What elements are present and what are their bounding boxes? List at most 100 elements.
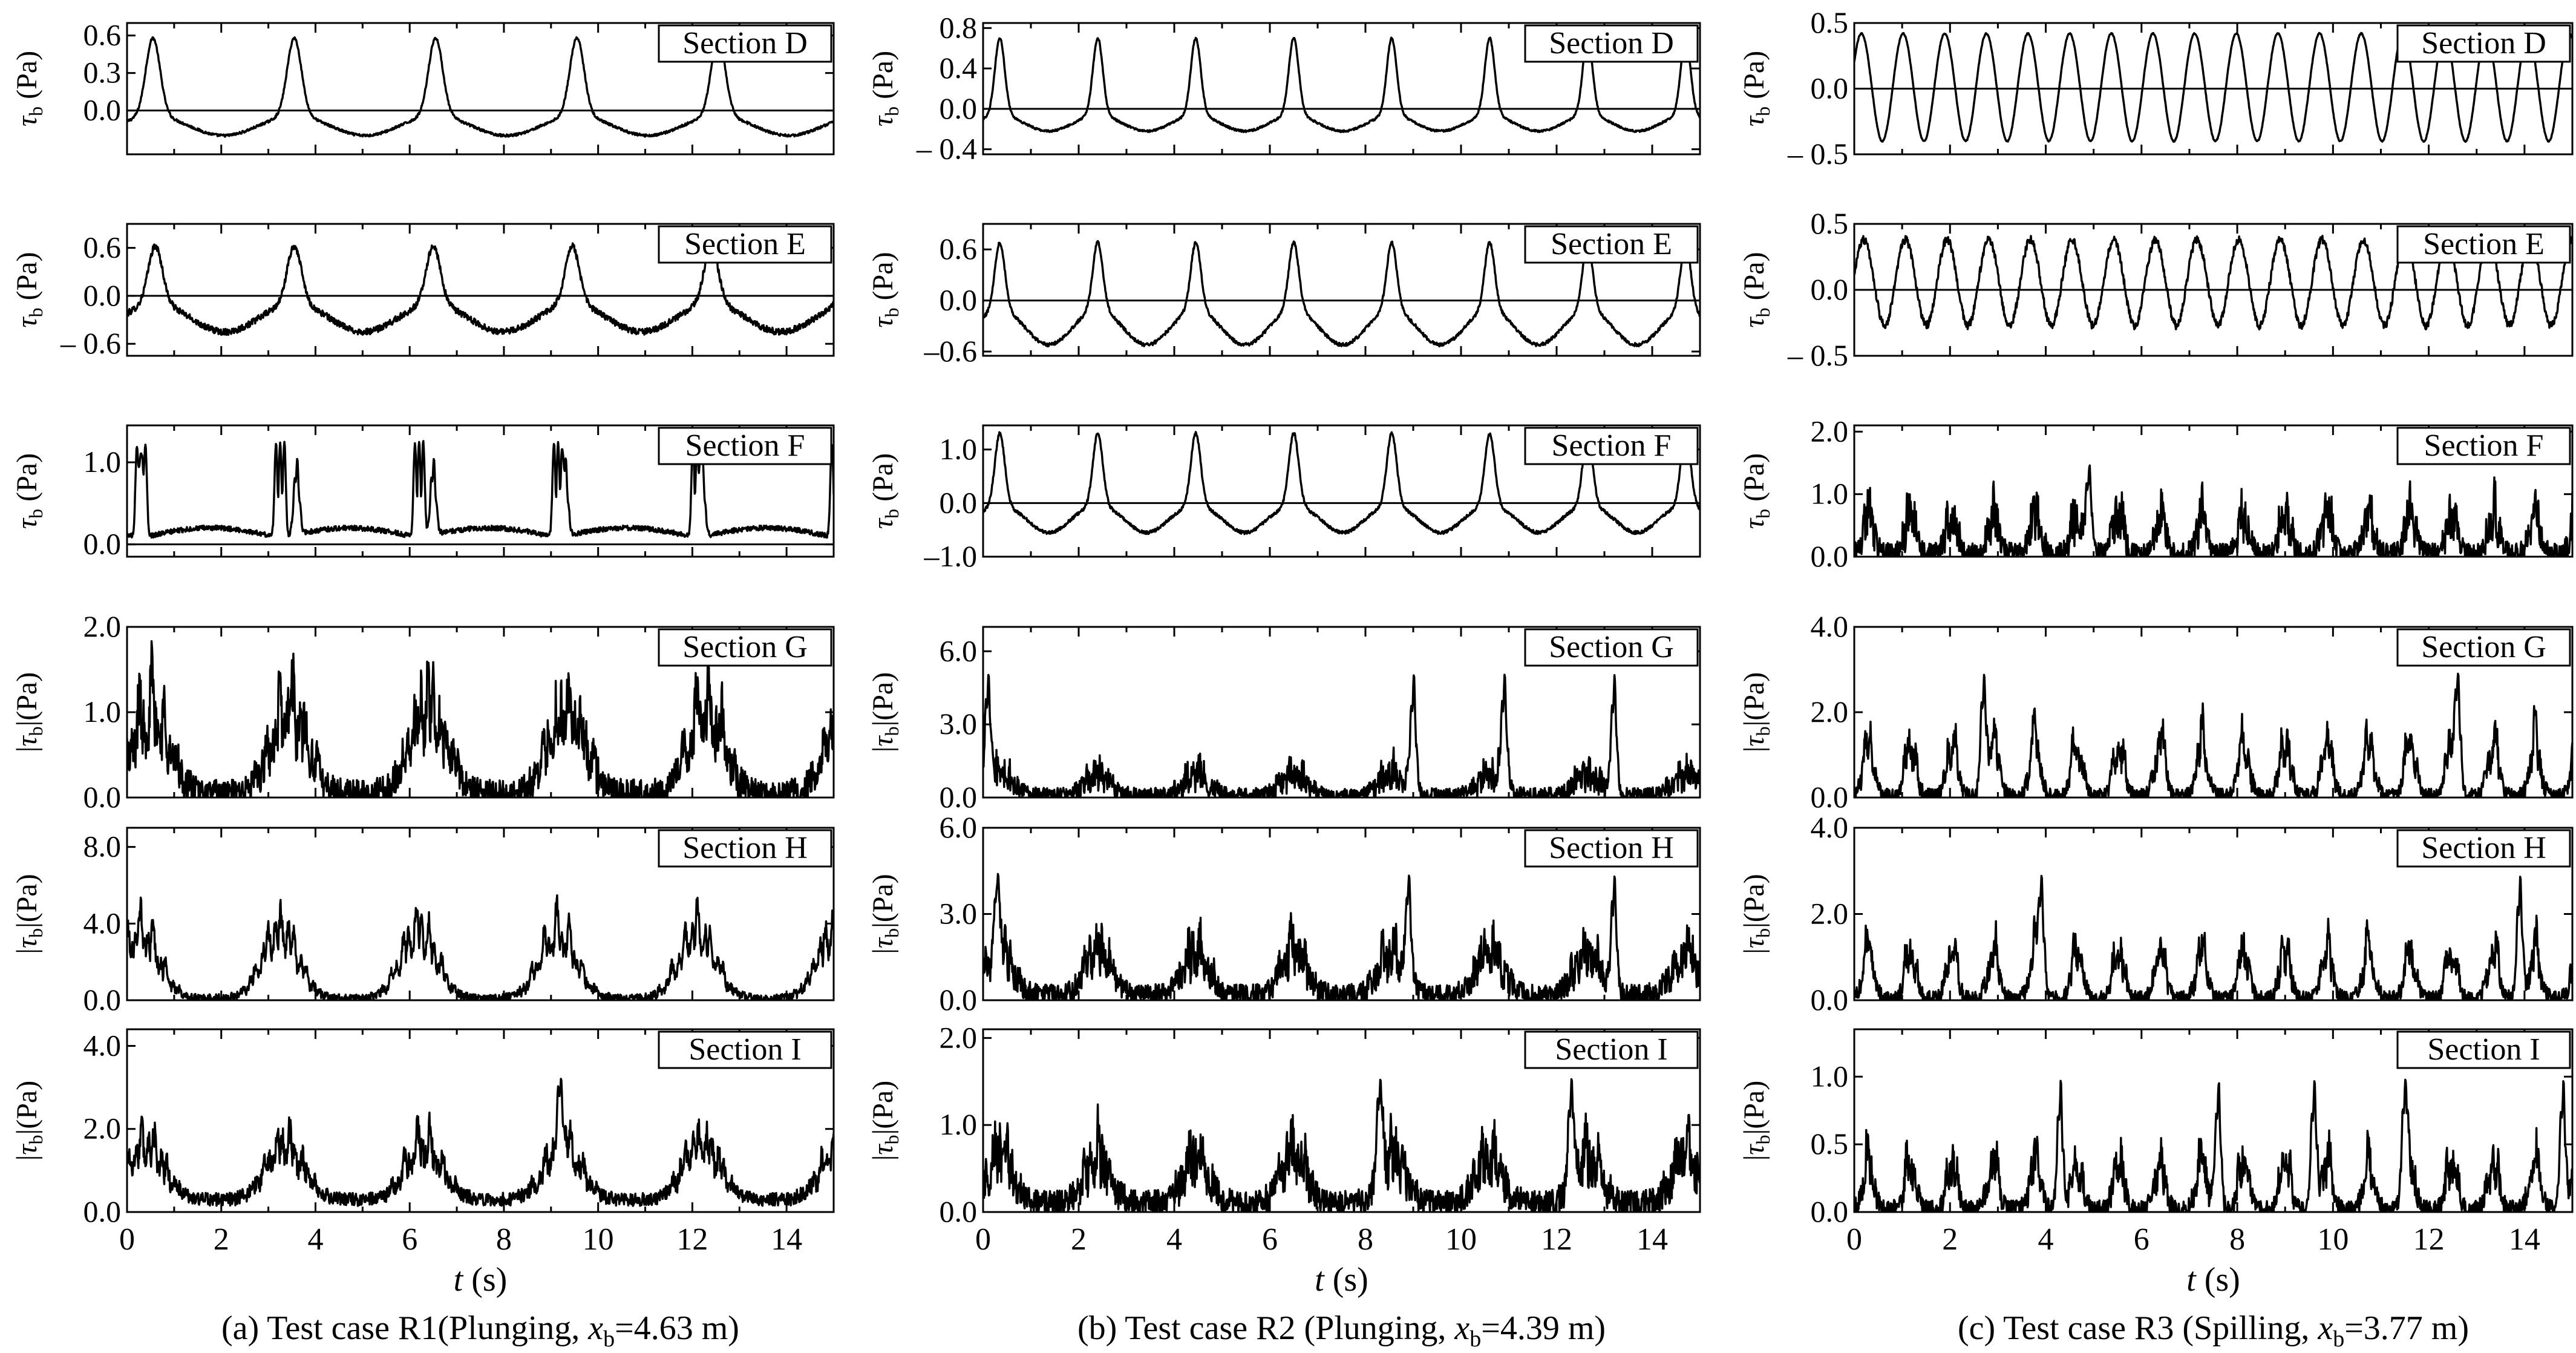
y-axis-label: τb (Pa) (867, 252, 903, 327)
x-tick-label: 10 (583, 1222, 614, 1257)
y-tick-label: 0.0 (940, 983, 978, 1017)
panel-frame (982, 1028, 1701, 1213)
y-axis-label: |τb|(Pa) (11, 672, 47, 752)
y-axis-label: |τb|(Pa) (11, 874, 47, 954)
y-tick-label: 2.0 (83, 1112, 122, 1145)
panel-frame (1853, 424, 2574, 558)
x-tick-label: 8 (2229, 1222, 2245, 1257)
series-line (983, 431, 1700, 536)
x-tick-label: 0 (119, 1222, 135, 1257)
y-tick-label: 0.0 (1811, 983, 1849, 1017)
y-tick-label: 1.0 (1811, 1059, 1849, 1093)
series-line (1854, 464, 2572, 557)
y-tick-label: 8.0 (83, 830, 122, 863)
y-axis-label: |τb|(Pa) (1738, 672, 1774, 752)
panel-b-section-d: 0.8 0.4 0.0 – 0.4 Section D τb (Pa) (867, 10, 1701, 166)
y-tick-label: –0.6 (924, 334, 978, 368)
y-tick-label: 1.0 (940, 1107, 978, 1141)
y-tick-label: – 0.6 (60, 326, 121, 360)
series-line (127, 894, 834, 1000)
section-label: Section E (1551, 227, 1672, 261)
panel-b-section-i: 2.0 1.0 0.0 Section I |τb|(Pa) (867, 1020, 1701, 1228)
series-line (1854, 672, 2572, 798)
section-label-box (658, 225, 832, 264)
panel-b-section-g: 6.0 3.0 0.0 Section G |τb|(Pa) (867, 626, 1701, 814)
panel-b-section-e: 0.6 0.0 –0.6 Section E τb (Pa) (867, 223, 1701, 368)
x-tick-label: 2 (1071, 1222, 1087, 1257)
x-tick-label: 12 (676, 1222, 708, 1257)
section-label: Section G (2421, 630, 2546, 664)
y-axis-label: |τb|(Pa) (1738, 1081, 1774, 1161)
y-tick-label: 2.0 (940, 1020, 978, 1054)
series-line (1854, 31, 2572, 143)
panel-a-section-h: 8.0 4.0 0.0 Section H |τb|(Pa) (11, 827, 835, 1017)
y-tick-label: 2.0 (83, 609, 122, 643)
x-tick-label: 4 (307, 1222, 323, 1257)
y-tick-label: 6.0 (940, 810, 978, 844)
y-tick-label: 1.0 (83, 695, 122, 729)
column-caption: (a) Test case R1(Plunging, xb=4.63 m) (221, 1309, 739, 1352)
panel-a-section-d: 0.6 0.30.0 Section D τb (Pa) (11, 18, 835, 156)
section-label-box (1524, 427, 1699, 465)
y-tick-label: 0.0 (1811, 780, 1849, 814)
y-tick-label: 0.3 (83, 56, 122, 90)
y-tick-label: 0.0 (83, 780, 122, 814)
section-label: Section G (1549, 630, 1674, 664)
y-axis-label: |τb|(Pa) (867, 874, 903, 954)
section-label-box (2396, 1030, 2571, 1069)
y-axis-label: τb (Pa) (1738, 252, 1774, 327)
y-axis-label: τb (Pa) (1738, 453, 1774, 529)
section-label: Section D (682, 26, 808, 61)
y-axis-label: τb (Pa) (1738, 51, 1774, 126)
series-line (983, 873, 1700, 1000)
y-tick-label: 2.0 (1811, 414, 1849, 448)
x-tick-label: 14 (2509, 1222, 2540, 1257)
x-tick-label: 10 (1445, 1222, 1477, 1257)
panel-frame (982, 22, 1701, 156)
panel-frame (126, 827, 835, 1001)
y-axis-label: τb (Pa) (867, 453, 903, 529)
x-tick-label: 12 (1541, 1222, 1572, 1257)
y-tick-label: 4.0 (1811, 609, 1849, 643)
section-label: Section H (2421, 831, 2546, 865)
y-tick-label: 0.6 (83, 18, 122, 52)
y-tick-label: 6.0 (940, 634, 978, 667)
series-line (1854, 874, 2572, 1000)
x-tick-label: 6 (402, 1222, 417, 1257)
y-tick-label: 0.0 (83, 527, 122, 561)
y-tick-label: 0.4 (940, 51, 978, 85)
series-line (983, 1078, 1700, 1212)
x-tick-label: 0 (1846, 1222, 1862, 1257)
panel-c-section-i: 1.0 0.5 0.0 Section I |τb|(Pa) (1738, 1028, 2574, 1228)
section-label-box (1524, 225, 1699, 264)
y-tick-label: –1.0 (924, 539, 978, 573)
section-label: Section H (1549, 831, 1674, 865)
column-caption: (b) Test case R2 (Plunging, xb=4.39 m) (1077, 1309, 1606, 1352)
x-axis-labels: 0 2 4 6 8 10 12 14 t (s) 0 2 4 6 8 10 12 14 t (s) 0 2 4 6 8 10 1… (119, 1222, 2540, 1299)
y-tick-label: 1.0 (940, 432, 978, 466)
section-label-box (658, 427, 832, 465)
y-tick-label: 0.0 (940, 91, 978, 125)
section-label: Section F (685, 428, 805, 463)
y-tick-label: 0.5 (1811, 206, 1849, 240)
y-tick-label: 1.0 (83, 445, 122, 479)
section-label-box (1524, 24, 1699, 63)
y-tick-label: 0.0 (940, 283, 978, 317)
y-tick-label: 4.0 (1811, 810, 1849, 844)
panel-frame (126, 223, 835, 357)
x-tick-label: 10 (2317, 1222, 2349, 1257)
y-tick-label: 0.0 (940, 780, 978, 814)
x-axis-label: t (s) (2186, 1261, 2240, 1299)
y-tick-label: 0.0 (83, 1194, 122, 1228)
y-axis-label: τb (Pa) (11, 51, 47, 126)
series-line (983, 673, 1700, 798)
y-tick-label: 0.0 (940, 485, 978, 519)
y-tick-label: 3.0 (940, 707, 978, 741)
y-axis-label: |τb|(Pa) (867, 672, 903, 752)
section-label: Section E (2423, 227, 2545, 261)
section-label-box (2396, 427, 2571, 465)
panel-a-section-g: 2.0 1.0 0.0 Section G |τb|(Pa) (11, 609, 835, 814)
section-label-box (658, 1030, 832, 1069)
y-tick-label: 4.0 (83, 906, 122, 940)
